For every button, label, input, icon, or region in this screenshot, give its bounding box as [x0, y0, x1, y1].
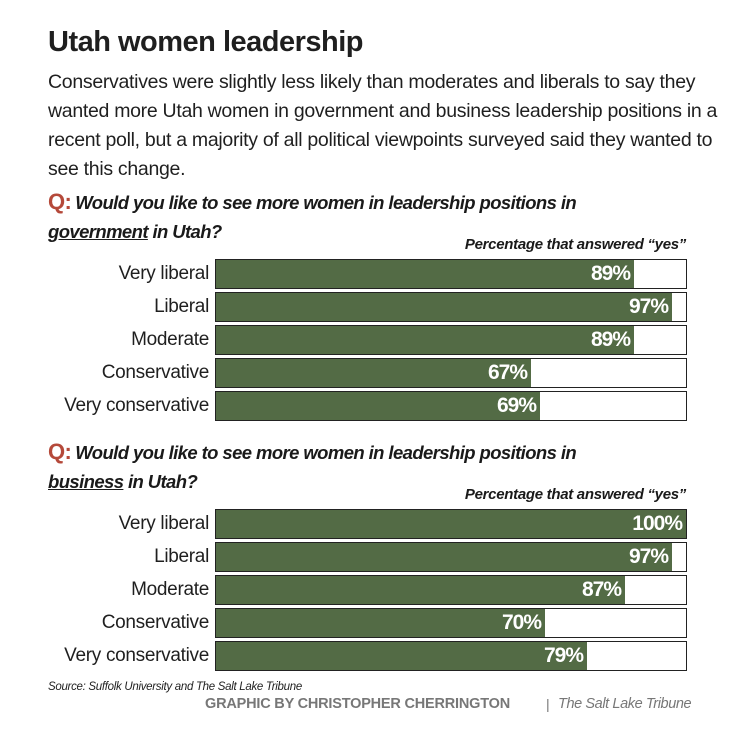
category-label: Very conservative	[64, 645, 209, 666]
data-label: 87%	[581, 578, 622, 601]
bar	[216, 576, 625, 604]
category-label: Very conservative	[64, 395, 209, 416]
bar-track: 89%	[215, 259, 687, 289]
question-suffix: in Utah?	[152, 221, 222, 242]
bar-row: Moderate 87%	[0, 575, 750, 605]
data-label: 69%	[496, 394, 537, 417]
value-axis-label: Percentage that answered “yes”	[464, 236, 686, 253]
category-label: Moderate	[131, 329, 209, 350]
category-label: Conservative	[101, 362, 210, 383]
question-marker: Q:	[48, 189, 72, 214]
data-label: 79%	[543, 644, 584, 667]
bar-chart-business: Very liberal 100% Liberal 97% Moderate 87% Con…	[0, 509, 750, 679]
bar	[216, 609, 545, 637]
bar	[216, 326, 634, 354]
data-label: 70%	[501, 611, 542, 634]
bar-row: Conservative 67%	[0, 358, 750, 388]
bar-chart-government: Very liberal 89% Liberal 97% Moderate 89% Cons…	[0, 259, 750, 429]
bar-row: Conservative 70%	[0, 608, 750, 638]
data-label: 89%	[590, 262, 631, 285]
bar-row: Moderate 89%	[0, 325, 750, 355]
source-note: Source: Suffolk University and The Salt …	[48, 681, 302, 693]
bar-track: 69%	[215, 391, 687, 421]
credit-separator: |	[546, 696, 550, 712]
bar-row: Very conservative 69%	[0, 391, 750, 421]
bar-track: 97%	[215, 542, 687, 572]
data-label: 97%	[628, 295, 669, 318]
question-business: Q: Would you like to see more women in le…	[48, 437, 577, 496]
bar	[216, 543, 672, 571]
category-label: Very liberal	[118, 263, 210, 284]
question-text: Would you like to see more women in lead…	[75, 442, 577, 463]
category-label: Liberal	[154, 296, 209, 317]
bar-track: 100%	[215, 509, 687, 539]
data-label: 97%	[628, 545, 669, 568]
data-label: 67%	[487, 361, 528, 384]
question-suffix: in Utah?	[127, 471, 198, 492]
data-label: 89%	[590, 328, 631, 351]
question-text: Would you like to see more women in lead…	[75, 192, 577, 213]
bar-track: 97%	[215, 292, 687, 322]
bar-row: Very liberal 100%	[0, 509, 750, 539]
data-label: 100%	[632, 512, 683, 535]
bar-row: Very liberal 89%	[0, 259, 750, 289]
publication-name: The Salt Lake Tribune	[558, 696, 692, 712]
bar-row: Very conservative 79%	[0, 641, 750, 671]
bar-track: 87%	[215, 575, 687, 605]
category-label: Very liberal	[118, 513, 210, 534]
chart-title: Utah women leadership	[48, 26, 364, 58]
bar	[216, 359, 531, 387]
category-label: Conservative	[101, 612, 210, 633]
bar-track: 89%	[215, 325, 687, 355]
value-axis-label: Percentage that answered “yes”	[464, 486, 686, 503]
bar-track: 79%	[215, 641, 687, 671]
bar	[216, 642, 587, 670]
bar	[216, 392, 540, 420]
bar-row: Liberal 97%	[0, 292, 750, 322]
bar-track: 67%	[215, 358, 687, 388]
category-label: Liberal	[154, 546, 209, 567]
graphic-credit: GRAPHIC BY CHRISTOPHER CHERRINGTON	[205, 696, 510, 712]
bar	[216, 510, 686, 538]
bar	[216, 293, 672, 321]
question-marker: Q:	[48, 439, 72, 464]
bar-track: 70%	[215, 608, 687, 638]
bar-row: Liberal 97%	[0, 542, 750, 572]
question-keyword: government	[48, 221, 148, 242]
category-label: Moderate	[131, 579, 209, 600]
question-keyword: business	[48, 471, 124, 492]
question-government: Q: Would you like to see more women in le…	[48, 187, 577, 246]
chart-subtitle: Conservatives were slightly less likely …	[48, 71, 718, 180]
bar	[216, 260, 634, 288]
